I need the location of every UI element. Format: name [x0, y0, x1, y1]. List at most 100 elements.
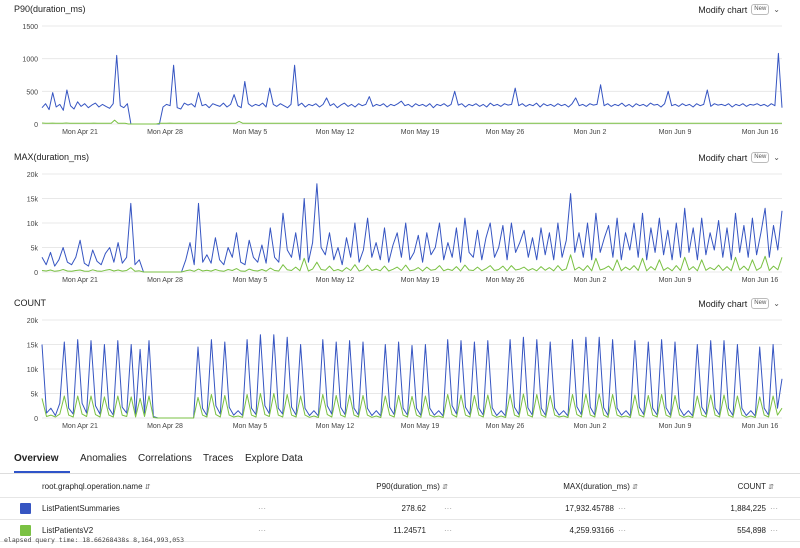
x-tick-label: Mon May 5 [233, 423, 268, 430]
max-line-chart: 0 5k 10k 15k 20k Mon Apr 21 Mon Apr 28 Mon May … [27, 172, 783, 284]
x-tick-label: Mon Jun 16 [742, 129, 779, 136]
tab-bar: Overview Anomalies Correlations Traces E… [0, 444, 800, 474]
column-header-p90[interactable]: P90(duration_ms) ⇵ [376, 482, 448, 491]
x-tick-label: Mon May 26 [486, 277, 525, 284]
chart-panel-p90: P90(duration_ms) Modify chart New ⌄ 0 500… [0, 4, 800, 136]
x-tick-label: Mon Apr 21 [62, 277, 98, 284]
modify-chart-button[interactable]: Modify chart New ⌄ [698, 298, 780, 309]
series-color-swatch [20, 525, 31, 536]
y-tick-label: 0 [34, 416, 38, 423]
x-tick-label: Mon May 5 [233, 129, 268, 136]
count-cell: 1,884,225 [730, 504, 766, 513]
sort-icon: ⇵ [632, 484, 638, 491]
new-badge: New [751, 4, 770, 15]
series-line-list-patient-summaries [41, 334, 783, 419]
chart-panel-count: COUNT Modify chart New ⌄ 0 5k 10k 15k 20k Mon… [0, 298, 800, 430]
y-tick-label: 15k [27, 197, 39, 204]
chart-title: COUNT [14, 298, 46, 308]
tab-traces[interactable]: Traces [203, 453, 234, 464]
row-menu-icon[interactable]: ··· [770, 526, 778, 535]
x-tick-label: Mon Apr 21 [62, 129, 98, 136]
y-tick-label: 1000 [22, 57, 38, 64]
row-menu-icon[interactable]: ··· [618, 526, 626, 535]
y-tick-label: 1500 [22, 24, 38, 31]
sort-icon: ⇵ [144, 484, 151, 491]
x-tick-label: Mon May 19 [401, 129, 440, 136]
new-badge: New [751, 152, 770, 163]
count-line-chart: 0 5k 10k 15k 20k Mon Apr 21 Mon Apr 28 Mon May … [27, 318, 783, 430]
table-row[interactable]: ListPatientsV2 ··· 11.24571 ··· 4,259.93… [0, 520, 800, 542]
x-tick-label: Mon Jun 9 [659, 277, 692, 284]
x-tick-label: Mon Jun 9 [659, 129, 692, 136]
chevron-down-icon[interactable]: ⌄ [773, 153, 780, 162]
y-tick-label: 0 [34, 270, 38, 277]
chevron-down-icon[interactable]: ⌄ [773, 5, 780, 14]
x-tick-label: Mon May 12 [316, 423, 355, 430]
table-row[interactable]: ListPatientSummaries ··· 278.62 ··· 17,9… [0, 498, 800, 520]
tab-anomalies[interactable]: Anomalies [80, 453, 127, 464]
x-tick-label: Mon May 26 [486, 129, 525, 136]
p90-line-chart: 0 500 1000 1500 Mon Apr 21 Mon Apr 28 Mon May … [22, 24, 783, 136]
chart-panel-max: MAX(duration_ms) Modify chart New ⌄ 0 5k 1… [0, 152, 800, 284]
y-tick-label: 0 [34, 122, 38, 129]
row-menu-icon[interactable]: ··· [444, 504, 452, 513]
x-tick-label: Mon Jun 9 [659, 423, 692, 430]
p90-cell: 278.62 [401, 504, 426, 513]
operation-name-cell: ListPatientsV2 [42, 526, 94, 535]
x-tick-label: Mon Jun 16 [742, 423, 779, 430]
y-tick-label: 10k [27, 367, 39, 374]
chart-title: P90(duration_ms) [14, 4, 86, 14]
y-tick-label: 5k [31, 392, 39, 399]
x-tick-label: Mon Jun 2 [574, 129, 607, 136]
series-line-list-patient-summaries [41, 52, 783, 125]
chart-title: MAX(duration_ms) [14, 152, 90, 162]
tab-overview[interactable]: Overview [14, 453, 59, 464]
row-menu-icon[interactable]: ··· [770, 504, 778, 513]
tab-explore-data[interactable]: Explore Data [245, 453, 303, 464]
max-cell: 17,932.45788 [565, 504, 614, 513]
y-tick-label: 15k [27, 343, 39, 350]
row-menu-icon[interactable]: ··· [618, 504, 626, 513]
column-header-name[interactable]: root.graphql.operation.name ⇵ [42, 482, 151, 491]
row-menu-icon[interactable]: ··· [258, 526, 266, 535]
sort-icon: ⇵ [442, 484, 448, 491]
x-tick-label: Mon May 19 [401, 423, 440, 430]
x-tick-label: Mon May 26 [486, 423, 525, 430]
p90-cell: 11.24571 [393, 526, 426, 535]
x-tick-label: Mon Apr 28 [147, 129, 183, 136]
x-tick-label: Mon Jun 2 [574, 277, 607, 284]
x-tick-label: Mon May 12 [316, 129, 355, 136]
x-tick-label: Mon Apr 21 [62, 423, 98, 430]
modify-chart-label: Modify chart [698, 298, 748, 309]
elapsed-query-time: elapsed query time: 18.66268438s 8,164,9… [4, 536, 185, 544]
chevron-down-icon[interactable]: ⌄ [773, 299, 780, 308]
column-header-max[interactable]: MAX(duration_ms) ⇵ [563, 482, 638, 491]
x-tick-label: Mon May 12 [316, 277, 355, 284]
series-line-list-patients-v2 [41, 254, 783, 273]
y-tick-label: 10k [27, 221, 39, 228]
active-tab-indicator [14, 471, 70, 473]
y-tick-label: 20k [27, 172, 39, 179]
y-tick-label: 5k [31, 246, 39, 253]
series-line-list-patients-v2 [41, 119, 783, 125]
modify-chart-button[interactable]: Modify chart New ⌄ [698, 152, 780, 163]
x-tick-label: Mon Apr 28 [147, 277, 183, 284]
x-tick-label: Mon Jun 16 [742, 277, 779, 284]
modify-chart-label: Modify chart [698, 152, 748, 163]
new-badge: New [751, 298, 770, 309]
table-header-row: root.graphql.operation.name ⇵ P90(durati… [0, 476, 800, 498]
modify-chart-button[interactable]: Modify chart New ⌄ [698, 4, 780, 15]
modify-chart-label: Modify chart [698, 4, 748, 15]
y-tick-label: 20k [27, 318, 39, 325]
column-header-count[interactable]: COUNT ⇵ [737, 482, 774, 491]
operation-name-cell: ListPatientSummaries [42, 504, 120, 513]
tab-correlations[interactable]: Correlations [138, 453, 192, 464]
series-line-list-patients-v2 [41, 393, 783, 419]
max-cell: 4,259.93166 [569, 526, 615, 535]
row-menu-icon[interactable]: ··· [444, 526, 452, 535]
y-tick-label: 500 [26, 89, 38, 96]
x-tick-label: Mon May 5 [233, 277, 268, 284]
series-line-list-patient-summaries [41, 183, 783, 273]
x-tick-label: Mon Jun 2 [574, 423, 607, 430]
row-menu-icon[interactable]: ··· [258, 504, 266, 513]
